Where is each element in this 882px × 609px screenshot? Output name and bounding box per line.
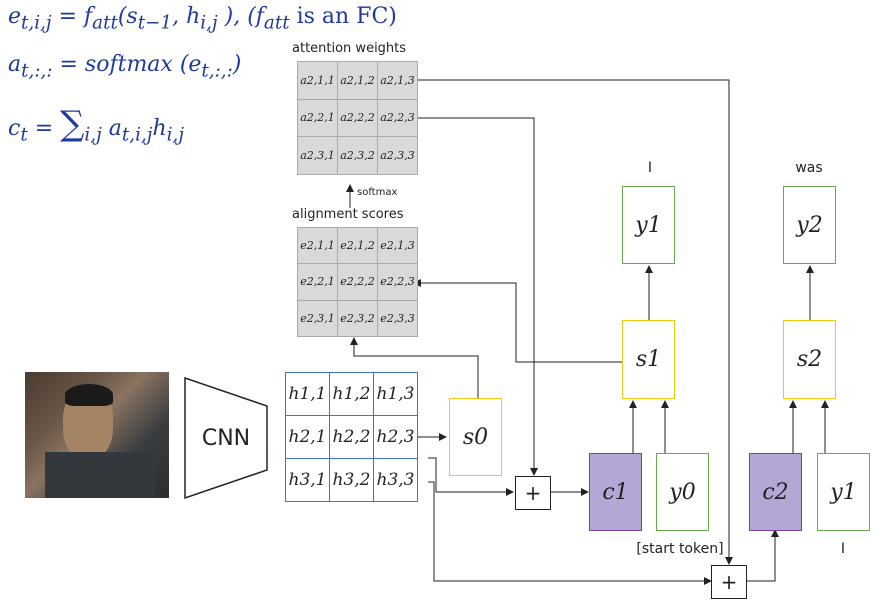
feature-cell: h1,1 — [285, 372, 330, 416]
output-word-2: was — [795, 160, 823, 176]
sum-symbol: ∑ — [60, 104, 85, 144]
eq-term: a — [101, 116, 122, 141]
feature-grid: h1,1 h1,2 h1,3 h2,1 h2,2 h2,3 h3,1 h3,2 … — [285, 372, 418, 502]
feature-cell: h3,2 — [329, 458, 374, 502]
attention-cell: a2,3,3 — [377, 136, 418, 175]
eq-term: ), (f — [217, 4, 264, 29]
alignment-cell: e2,3,1 — [297, 299, 338, 338]
state-s1: s1 — [622, 320, 675, 399]
alignment-cell: e2,3,2 — [337, 299, 378, 338]
state-s0: s0 — [449, 398, 502, 476]
eq-sub: t,i,j — [121, 124, 153, 146]
attention-cell: a2,2,1 — [297, 98, 338, 138]
output-word-1: I — [647, 160, 653, 176]
plus-node-2: + — [711, 565, 747, 599]
input-word-2: I — [840, 541, 846, 557]
alignment-grid: e2,1,1 e2,1,2 e2,1,3 e2,2,1 e2,2,2 e2,2,… — [297, 226, 418, 338]
eq-term: (s — [117, 4, 138, 29]
eq-term: is an FC) — [289, 4, 397, 29]
alignment-cell: e2,2,1 — [297, 263, 338, 301]
feature-cell: h2,1 — [285, 415, 330, 459]
softmax-label: softmax — [357, 187, 398, 198]
equation-softmax: at,:,: = softmax (et,:,:) — [8, 52, 241, 81]
output-y2: y2 — [783, 186, 836, 264]
cnn-label: CNN — [201, 426, 251, 451]
context-c1: c1 — [589, 453, 642, 531]
input-y0: y0 — [656, 453, 709, 531]
jacket-shape — [45, 452, 155, 498]
start-token-label: [start token] — [636, 541, 724, 557]
eq-sub: t−1 — [137, 12, 173, 34]
eq-term: c — [8, 116, 21, 141]
alignment-cell: e2,1,3 — [377, 226, 418, 265]
eq-term: e — [8, 4, 22, 29]
alignment-cell: e2,2,3 — [377, 263, 418, 301]
eq-sub: i,j — [200, 12, 218, 34]
eq-term: a — [8, 52, 22, 77]
context-c2: c2 — [749, 453, 802, 531]
feature-cell: h3,1 — [285, 458, 330, 502]
alignment-cell: e2,3,3 — [377, 299, 418, 338]
feature-cell: h3,3 — [373, 458, 418, 502]
attention-cell: a2,2,3 — [377, 98, 418, 138]
alignment-cell: e2,1,1 — [297, 226, 338, 265]
eq-sub: t,:,: — [21, 60, 53, 82]
feature-cell: h2,2 — [329, 415, 374, 459]
input-image — [25, 372, 169, 498]
state-s2: s2 — [783, 320, 836, 399]
attention-title: attention weights — [292, 41, 407, 56]
eq-sub: att — [92, 12, 118, 34]
eq-term: , h — [172, 4, 201, 29]
eq-sub: t,:,: — [201, 60, 233, 82]
equation-alignment: et,i,j = fatt(st−1, hi,j ), (fatt is an … — [8, 4, 397, 33]
hair-shape — [65, 384, 113, 406]
plus-node-1: + — [515, 476, 551, 510]
attention-cell: a2,3,1 — [297, 136, 338, 175]
alignment-cell: e2,2,2 — [337, 263, 378, 301]
eq-term: ) — [232, 52, 242, 77]
eq-sub: i,j — [166, 124, 184, 146]
eq-term: = — [27, 116, 61, 141]
eq-sub: att — [263, 12, 290, 34]
alignment-cell: e2,1,2 — [337, 226, 378, 265]
feature-cell: h1,3 — [373, 372, 418, 416]
feature-cell: h2,3 — [373, 415, 418, 459]
eq-term: = f — [51, 4, 93, 29]
alignment-title: alignment scores — [292, 207, 404, 222]
attention-cell: a2,1,2 — [337, 61, 378, 100]
equation-context: ct = ∑i,j at,i,jhi,j — [8, 104, 184, 145]
attention-cell: a2,1,1 — [297, 61, 338, 100]
attention-cell: a2,1,3 — [377, 61, 418, 100]
input-y1: y1 — [817, 453, 870, 531]
cnn-shape — [184, 376, 268, 500]
eq-sub: t — [20, 124, 28, 146]
eq-term: h — [152, 116, 167, 141]
attention-cell: a2,2,2 — [337, 98, 378, 138]
eq-sub: t,i,j — [21, 12, 52, 34]
attention-cell: a2,3,2 — [337, 136, 378, 175]
output-y1: y1 — [622, 186, 675, 264]
eq-sub: i,j — [84, 124, 102, 146]
attention-grid: a2,1,1 a2,1,2 a2,1,3 a2,2,1 a2,2,2 a2,2,… — [297, 61, 418, 175]
feature-cell: h1,2 — [329, 372, 374, 416]
eq-term: = softmax (e — [52, 52, 202, 77]
